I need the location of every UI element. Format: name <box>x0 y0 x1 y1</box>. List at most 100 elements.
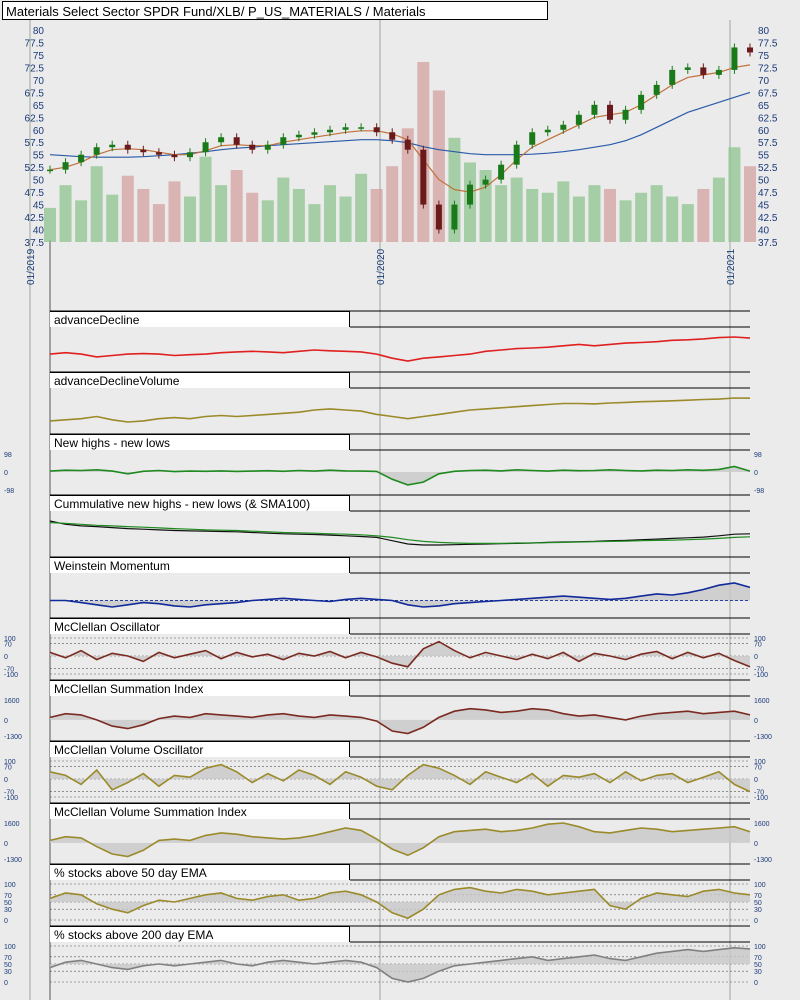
price-axis-tick-left: 72.5 <box>25 63 45 74</box>
price-candle <box>529 132 536 145</box>
price-candle <box>109 144 116 148</box>
price-candle <box>249 144 256 150</box>
price-candle <box>218 137 225 143</box>
indicator-axis-tick-right: 70 <box>754 764 762 771</box>
volume-bar <box>604 188 616 242</box>
indicator-line <box>49 822 751 858</box>
indicator-axis-tick-left: 1600 <box>4 698 20 705</box>
price-candle <box>155 152 162 155</box>
indicator-area-fill <box>50 764 750 792</box>
price-candle <box>435 204 442 230</box>
volume-bar <box>557 181 570 242</box>
panel-label: McClellan Summation Index <box>50 680 350 696</box>
indicator-axis-tick-left: 30 <box>4 969 12 976</box>
indicator-line <box>49 763 751 793</box>
price-candle <box>264 144 271 150</box>
price-candle <box>669 69 676 85</box>
volume-bar <box>75 200 88 242</box>
price-axis-tick-right: 60 <box>758 126 770 137</box>
price-candle <box>684 67 691 70</box>
indicator-axis-tick-left: 0 <box>4 980 8 987</box>
price-axis-tick-left: 80 <box>33 26 45 37</box>
panel-label: McClellan Oscillator <box>50 618 350 634</box>
indicator-axis-tick-left: 100 <box>4 882 16 889</box>
indicator-axis-tick-right: -1300 <box>754 857 772 864</box>
indicator-axis-tick-right: 100 <box>754 759 766 766</box>
volume-bar <box>526 188 539 242</box>
price-axis-tick-right: 57.5 <box>758 138 778 149</box>
indicator-axis-tick-right: 0 <box>754 918 758 925</box>
sma200-line <box>49 91 751 158</box>
indicator-axis-tick-right: 70 <box>754 893 762 900</box>
volume-bar <box>324 185 336 242</box>
indicator-axis-tick-right: 100 <box>754 882 766 889</box>
indicator-line <box>49 336 751 362</box>
volume-bar <box>619 200 632 242</box>
indicator-axis-tick-left: 50 <box>4 900 12 907</box>
indicator-axis-tick-right: 70 <box>754 641 762 648</box>
price-candle <box>715 69 722 75</box>
indicator-area-fill <box>50 708 750 734</box>
price-candle <box>482 179 489 185</box>
panel-label: McClellan Volume Oscillator <box>50 741 350 757</box>
price-axis-tick-right: 37.5 <box>758 238 778 249</box>
volume-bar <box>59 185 72 242</box>
price-candle <box>373 127 380 133</box>
indicator-axis-tick-right: -70 <box>754 667 764 674</box>
price-candle <box>638 94 645 110</box>
volume-bar <box>292 188 305 242</box>
price-candle <box>513 144 520 165</box>
indicator-axis-tick-right: 98 <box>754 452 762 459</box>
price-candle <box>233 137 240 145</box>
volume-bar <box>432 90 445 242</box>
indicator-axis-tick-left: 100 <box>4 944 16 951</box>
indicator-axis-tick-right: 0 <box>754 718 758 725</box>
price-axis-tick-right: 47.5 <box>758 188 778 199</box>
panel-label: % stocks above 50 day EMA <box>50 864 350 880</box>
volume-bar <box>246 192 259 242</box>
indicator-axis-tick-right: 70 <box>754 955 762 962</box>
indicator-axis-tick-right: 0 <box>754 980 758 987</box>
volume-bar <box>401 128 414 242</box>
volume-bar <box>681 204 694 242</box>
volume-bar <box>541 192 554 242</box>
volume-bar <box>137 188 150 242</box>
volume-bar <box>370 188 383 242</box>
indicator-axis-tick-right: -98 <box>754 488 764 495</box>
price-axis-tick-right: 72.5 <box>758 63 778 74</box>
indicator-line <box>49 707 751 735</box>
indicator-axis-tick-left: -70 <box>4 790 14 797</box>
indicator-axis-tick-left: 50 <box>4 962 12 969</box>
price-candle <box>202 142 209 153</box>
indicator-axis-tick-left: -1300 <box>4 857 22 864</box>
price-candle <box>78 154 85 163</box>
indicator-axis-tick-left: 0 <box>4 470 8 477</box>
volume-bar <box>744 166 756 242</box>
price-candle <box>498 164 505 180</box>
volume-bar <box>572 196 585 242</box>
price-axis-tick-right: 80 <box>758 26 770 37</box>
indicator-axis-tick-right: -100 <box>754 795 768 802</box>
indicator-axis-tick-left: -100 <box>4 795 18 802</box>
indicator-axis-tick-left: -100 <box>4 672 18 679</box>
indicator-axis-tick-left: 98 <box>4 452 12 459</box>
panel-label: % stocks above 200 day EMA <box>50 926 350 942</box>
indicator-axis-tick-left: 70 <box>4 764 12 771</box>
price-candle <box>404 139 411 150</box>
price-axis-tick-left: 37.5 <box>25 238 45 249</box>
date-axis-label: 01/2020 <box>376 248 387 285</box>
indicator-axis-tick-left: 30 <box>4 907 12 914</box>
price-candle <box>327 129 333 133</box>
price-candle <box>622 109 629 120</box>
panel-label: New highs - new lows <box>50 434 350 450</box>
indicator-axis-tick-left: 0 <box>4 841 8 848</box>
indicator-axis-tick-left: 0 <box>4 718 8 725</box>
volume-bar <box>712 177 725 242</box>
volume-bar <box>650 185 663 242</box>
date-axis-label: 01/2019 <box>26 248 37 285</box>
price-axis-tick-left: 67.5 <box>25 88 45 99</box>
date-axis-label: 01/2021 <box>726 248 737 285</box>
price-candle <box>47 169 53 172</box>
chart-title: Materials Select Sector SPDR Fund/XLB/ P… <box>2 1 548 20</box>
price-axis-tick-right: 62.5 <box>758 113 778 124</box>
